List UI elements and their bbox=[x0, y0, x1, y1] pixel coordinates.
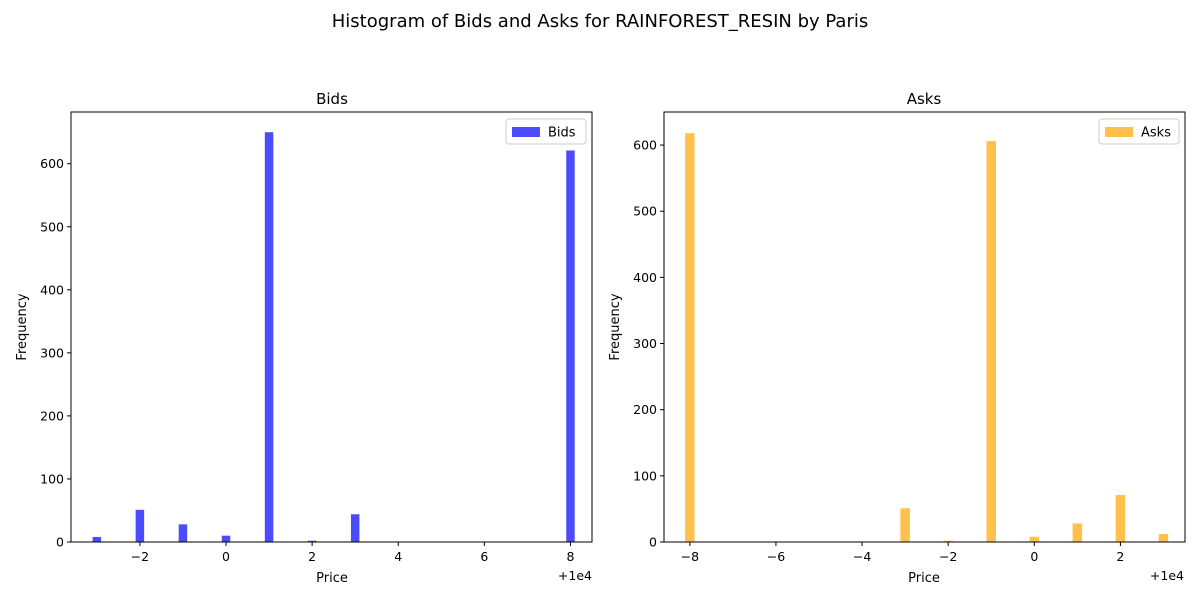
bids-legend-label: Bids bbox=[548, 126, 576, 141]
bids-bar bbox=[92, 536, 102, 542]
asks-x-tick-label: −8 bbox=[681, 549, 699, 564]
asks-x-tick-label: −4 bbox=[853, 549, 871, 564]
asks-y-tick-label: 300 bbox=[633, 336, 657, 351]
bids-bar bbox=[264, 132, 274, 542]
bids-bar bbox=[135, 509, 145, 542]
asks-bar bbox=[1029, 536, 1040, 542]
asks-bar bbox=[1158, 534, 1169, 542]
asks-y-tick-label: 100 bbox=[633, 468, 657, 483]
asks-bar bbox=[900, 508, 910, 542]
bids-x-tick-label: 2 bbox=[308, 549, 316, 564]
bids-x-tick-label: 6 bbox=[480, 549, 488, 564]
bids-bar bbox=[178, 524, 188, 542]
bids-x-offset-label: +1e4 bbox=[558, 568, 592, 583]
asks-x-axis-label: Price bbox=[908, 571, 940, 586]
bids-legend: Bids bbox=[505, 118, 587, 145]
asks-chart: Asks Price Frequency +1e4 −8 −6 −4 −2 0 2 0 100… bbox=[608, 90, 1186, 586]
bids-x-axis-label: Price bbox=[316, 571, 348, 586]
asks-x-tick-label: −6 bbox=[767, 549, 785, 564]
asks-bar bbox=[685, 133, 695, 543]
bids-axes-frame bbox=[70, 111, 593, 543]
bids-y-tick-label: 400 bbox=[40, 282, 64, 297]
asks-legend: Asks bbox=[1098, 118, 1180, 145]
asks-x-tick-label: −2 bbox=[939, 549, 957, 564]
bids-y-tick-label: 500 bbox=[40, 219, 64, 234]
bids-legend-swatch bbox=[512, 127, 540, 137]
bids-legend-box bbox=[505, 118, 587, 145]
asks-y-tick-label: 600 bbox=[633, 138, 657, 153]
bids-y-axis-label: Frequency bbox=[15, 293, 30, 360]
bids-x-tick-label: −2 bbox=[131, 549, 149, 564]
asks-legend-box bbox=[1098, 118, 1180, 145]
asks-bar bbox=[943, 540, 953, 542]
asks-y-tick-label: 0 bbox=[649, 535, 657, 550]
asks-x-offset-label: +1e4 bbox=[1150, 568, 1184, 583]
bids-x-tick-label: 4 bbox=[394, 549, 402, 564]
bids-y-tick-label: 300 bbox=[40, 345, 64, 360]
asks-legend-label: Asks bbox=[1141, 126, 1171, 141]
asks-x-tick-label: 0 bbox=[1030, 549, 1038, 564]
asks-y-tick-label: 200 bbox=[633, 402, 657, 417]
bids-y-tick-label: 0 bbox=[56, 535, 64, 550]
asks-x-tick-label: 2 bbox=[1116, 549, 1124, 564]
bids-y-tick-label: 600 bbox=[40, 156, 64, 171]
figure-title: Histogram of Bids and Asks for RAINFORES… bbox=[332, 11, 868, 32]
bids-y-tick-label: 100 bbox=[40, 471, 64, 486]
asks-y-tick-label: 500 bbox=[633, 204, 657, 219]
asks-y-axis-label: Frequency bbox=[608, 293, 623, 360]
bids-bar bbox=[307, 540, 317, 542]
bids-x-tick-label: 8 bbox=[566, 549, 574, 564]
asks-axes-frame bbox=[663, 111, 1186, 543]
bids-bar bbox=[221, 535, 231, 542]
asks-y-tick-label: 400 bbox=[633, 270, 657, 285]
bids-bar bbox=[350, 514, 360, 542]
asks-legend-swatch bbox=[1105, 127, 1133, 137]
bids-bar bbox=[566, 150, 575, 542]
asks-bar bbox=[986, 141, 996, 543]
bids-y-tick-label: 200 bbox=[40, 408, 64, 423]
bids-chart: Bids Price Frequency +1e4 −2 0 2 4 6 8 0 100 200… bbox=[15, 90, 593, 586]
bids-chart-title: Bids bbox=[316, 90, 348, 108]
asks-chart-title: Asks bbox=[907, 90, 942, 108]
bids-x-tick-label: 0 bbox=[222, 549, 230, 564]
asks-bar bbox=[1115, 495, 1126, 542]
asks-bar bbox=[1072, 523, 1083, 542]
